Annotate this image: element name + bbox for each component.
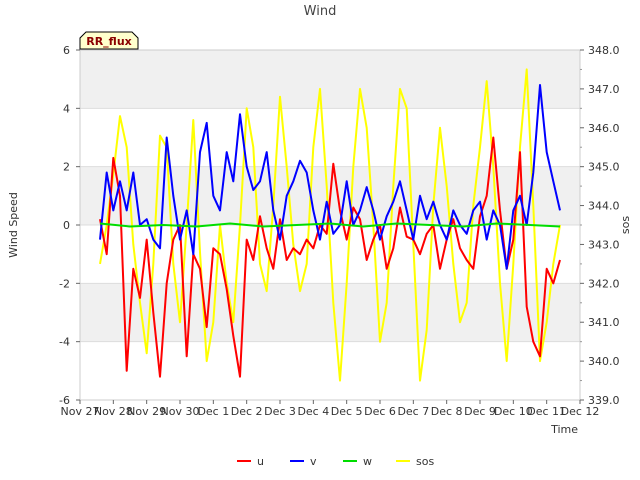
series-line-v — [99, 84, 561, 270]
y-tick-label: 6 — [63, 44, 70, 57]
x-tick-label: Dec 6 — [364, 405, 396, 418]
y2-tick-label: 343.0 — [588, 238, 620, 251]
y2-tick-label: 344.0 — [588, 200, 620, 213]
y2-tick-label: 340.0 — [588, 355, 620, 368]
x-tick-label: Dec 11 — [527, 405, 566, 418]
y-tick-label: -6 — [59, 394, 70, 407]
x-tick-label: Nov 29 — [127, 405, 166, 418]
chart-title: Wind — [304, 4, 337, 19]
legend-label-u: u — [257, 455, 264, 468]
y-axis-right: 339.0 340.0 341.0 342.0 343.0 344.0 345.0 346.0… — [580, 44, 620, 407]
legend-label-w: w — [363, 455, 372, 468]
y2-tick-label: 342.0 — [588, 277, 620, 290]
y-tick-label: -4 — [59, 336, 70, 349]
x-tick-label: Nov 27 — [61, 405, 100, 418]
y-tick-label: 2 — [63, 161, 70, 174]
series-layer — [99, 68, 561, 382]
legend: u v w sos — [237, 455, 434, 468]
y2-axis-title: sos — [619, 216, 632, 234]
series-line-u — [99, 136, 561, 378]
x-tick-label: Dec 2 — [231, 405, 263, 418]
y2-tick-label: 341.0 — [588, 316, 620, 329]
x-axis-title: Time — [550, 423, 578, 436]
badge-label: RR_flux — [86, 35, 132, 48]
rr-flux-badge: RR_flux — [79, 31, 139, 50]
legend-label-v: v — [310, 455, 317, 468]
x-tick-label: Dec 4 — [297, 405, 329, 418]
x-tick-label: Nov 30 — [161, 405, 200, 418]
series-line-w — [99, 222, 561, 228]
series-line-sos — [99, 68, 561, 382]
y2-tick-label: 345.0 — [588, 161, 620, 174]
y-axis-title: Wind Speed — [7, 192, 20, 258]
plot-band — [80, 50, 580, 109]
y2-tick-label: 339.0 — [588, 394, 620, 407]
x-tick-label: Dec 10 — [494, 405, 533, 418]
legend-label-sos: sos — [416, 455, 434, 468]
y2-tick-label: 346.0 — [588, 122, 620, 135]
x-tick-label: Dec 12 — [561, 405, 600, 418]
x-tick-label: Dec 7 — [397, 405, 429, 418]
x-tick-label: Dec 5 — [331, 405, 363, 418]
y2-tick-label: 348.0 — [588, 44, 620, 57]
badge-box — [79, 31, 139, 50]
y-tick-label: -2 — [59, 277, 70, 290]
y-tick-label: 0 — [63, 219, 70, 232]
x-tick-label: Dec 1 — [197, 405, 229, 418]
y-tick-label: 4 — [63, 102, 70, 115]
x-tick-label: Nov 28 — [94, 405, 133, 418]
x-tick-label: Dec 3 — [264, 405, 296, 418]
y-axis-left: -6 -4 -2 0 2 4 6 — [59, 44, 80, 407]
x-tick-label: Dec 8 — [431, 405, 463, 418]
y2-tick-label: 347.0 — [588, 83, 620, 96]
x-tick-label: Dec 9 — [464, 405, 496, 418]
